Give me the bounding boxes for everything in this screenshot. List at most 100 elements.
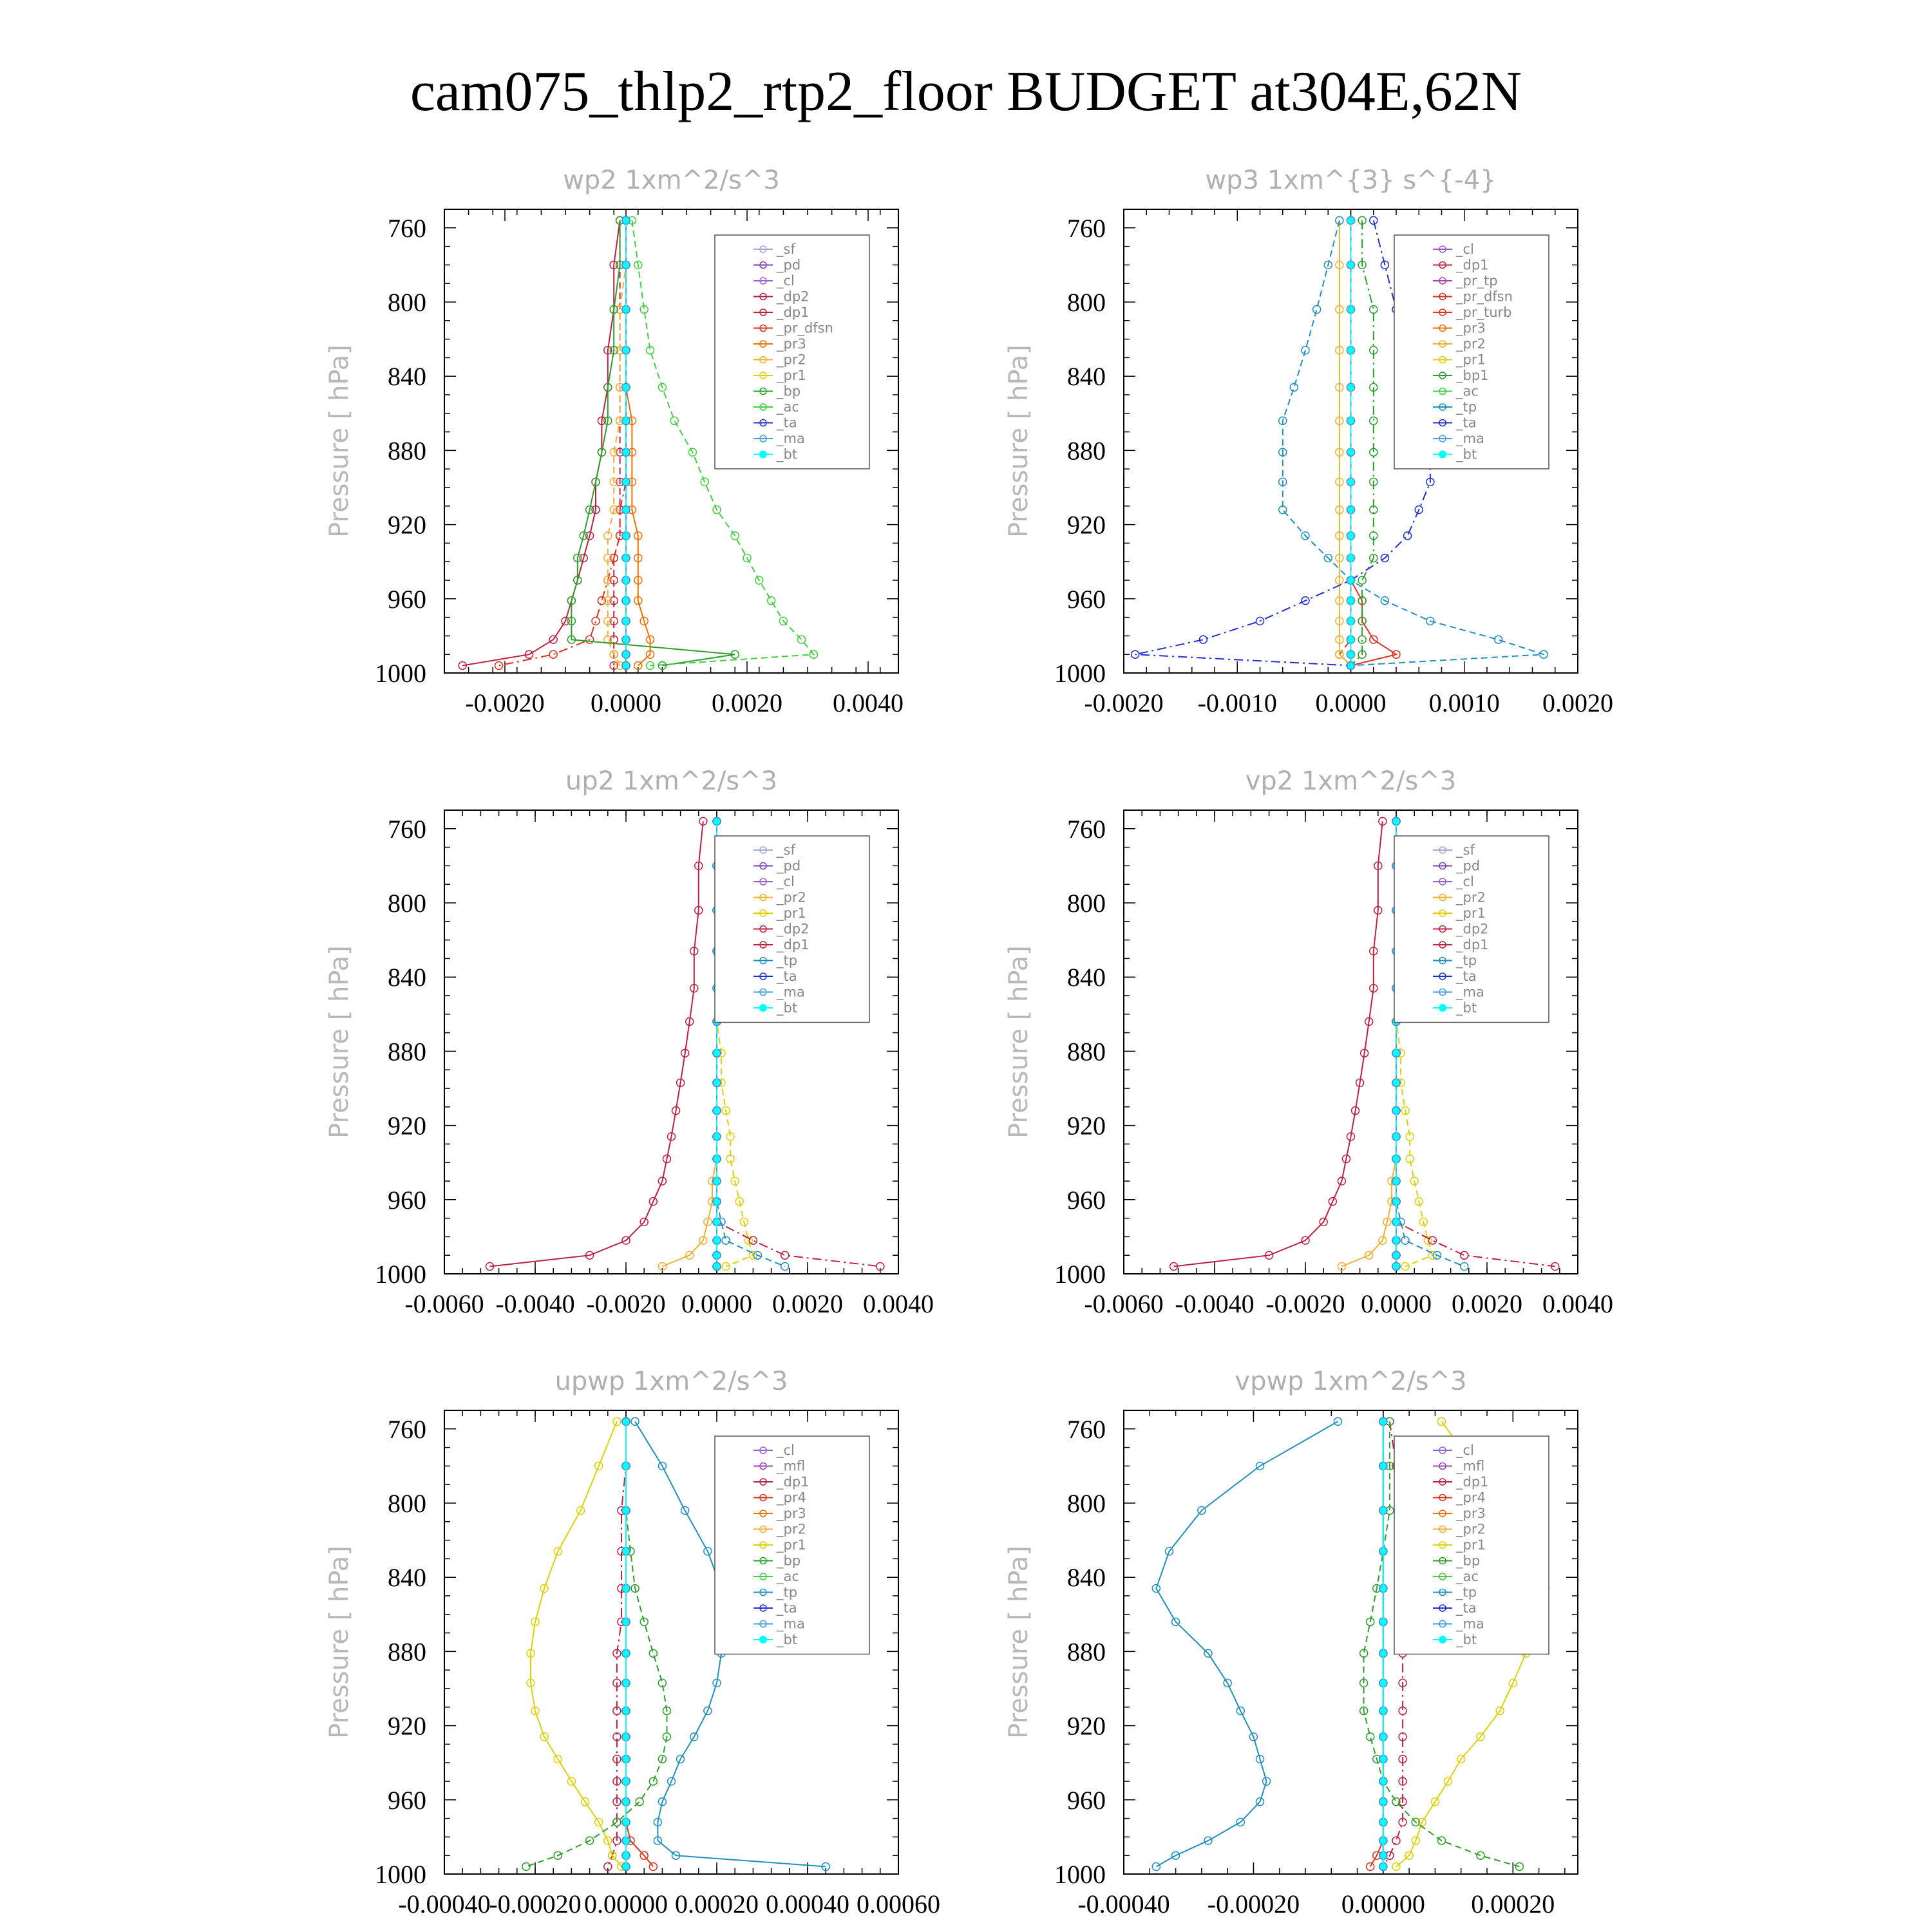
legend-marker xyxy=(1439,308,1446,316)
legend-marker xyxy=(759,1604,767,1612)
data-point xyxy=(540,1732,549,1741)
data-point xyxy=(876,1262,885,1271)
data-point xyxy=(603,576,612,585)
data-point xyxy=(1171,1617,1180,1627)
legend-marker xyxy=(759,1510,767,1517)
data-point xyxy=(662,1732,672,1741)
data-point xyxy=(653,1817,663,1827)
y-axis-label: Pressure [ hPa] xyxy=(1004,945,1034,1139)
data-point xyxy=(635,1797,644,1806)
data-point xyxy=(1460,1262,1469,1271)
data-point xyxy=(639,305,649,314)
legend-marker xyxy=(759,403,767,411)
legend-marker xyxy=(1439,862,1446,870)
data-point xyxy=(1197,1506,1206,1515)
data-point xyxy=(623,1507,629,1514)
data-point xyxy=(1359,1706,1368,1716)
legend-label: _pr3 xyxy=(776,336,806,352)
legend-marker xyxy=(1439,893,1446,902)
legend-marker xyxy=(759,862,767,870)
data-point xyxy=(1369,983,1378,993)
data-point xyxy=(553,1547,562,1556)
data-point xyxy=(522,1862,531,1871)
data-point xyxy=(1379,1733,1387,1740)
figure-title: cam075_thlp2_rtp2_floor BUDGET at304E,62… xyxy=(410,61,1522,123)
data-point xyxy=(612,1817,621,1827)
y-tick-label: 920 xyxy=(1067,1112,1106,1141)
data-point xyxy=(603,616,612,626)
data-point xyxy=(671,1851,681,1860)
legend-label: _pr2 xyxy=(776,352,806,368)
data-point xyxy=(1335,650,1344,659)
data-point xyxy=(594,1461,603,1471)
legend-label: _pr_turb xyxy=(1455,305,1511,321)
data-point xyxy=(612,1678,621,1688)
data-point xyxy=(714,818,720,825)
x-tick-label: -0.0060 xyxy=(1084,1289,1163,1318)
data-point xyxy=(1335,477,1344,487)
data-point xyxy=(634,260,643,270)
data-point xyxy=(1393,1050,1399,1057)
data-point xyxy=(1278,416,1287,426)
data-point xyxy=(1264,1251,1274,1260)
legend-marker xyxy=(759,277,767,285)
data-point xyxy=(1333,1417,1343,1426)
data-point xyxy=(680,1506,690,1515)
data-point xyxy=(1437,1836,1446,1845)
data-point xyxy=(743,553,752,563)
y-tick-label: 960 xyxy=(388,1786,426,1815)
legend-label: _bp xyxy=(776,384,800,400)
data-point xyxy=(1255,1754,1265,1764)
data-point xyxy=(1204,1836,1213,1845)
data-point xyxy=(609,553,618,563)
data-point xyxy=(658,1177,667,1186)
x-tick-label: 0.0020 xyxy=(772,1289,843,1318)
data-point xyxy=(1392,650,1401,659)
data-point xyxy=(658,1262,667,1271)
data-point xyxy=(1426,477,1435,487)
legend-marker xyxy=(1439,450,1446,459)
legend-marker xyxy=(759,1573,767,1580)
data-point xyxy=(1374,861,1383,871)
data-point xyxy=(597,448,607,457)
x-tick-label: 0.0040 xyxy=(833,688,904,717)
data-point xyxy=(1393,1079,1399,1086)
data-point xyxy=(645,635,655,644)
legend-label: _bt xyxy=(1455,1000,1477,1016)
data-point xyxy=(623,1852,629,1859)
legend-label: _pr2 xyxy=(776,1522,806,1538)
data-point xyxy=(609,596,618,605)
data-point xyxy=(649,1649,658,1658)
data-point xyxy=(623,346,629,354)
x-tick-label: -0.0060 xyxy=(404,1289,484,1318)
legend-marker xyxy=(759,419,767,427)
data-point xyxy=(1379,1837,1387,1844)
data-point xyxy=(623,506,629,513)
legend-marker xyxy=(759,988,767,996)
x-tick-label: 0.00000 xyxy=(584,1889,668,1918)
data-point xyxy=(821,1862,830,1871)
data-point xyxy=(623,261,629,269)
legend-marker xyxy=(759,925,767,933)
series-line-dp1 xyxy=(1173,821,1383,1267)
legend-label: _bt xyxy=(776,1632,797,1648)
legend-label: _ac xyxy=(1455,384,1479,400)
data-point xyxy=(1456,1754,1466,1764)
data-point xyxy=(726,1154,735,1164)
data-point xyxy=(1335,383,1344,392)
data-point xyxy=(623,1418,629,1425)
data-point xyxy=(649,1197,658,1206)
legend-box xyxy=(1394,1435,1549,1655)
data-point xyxy=(703,1706,712,1716)
legend-label: _ta xyxy=(776,1600,797,1616)
legend-label: _dp2 xyxy=(1455,922,1489,938)
legend-marker xyxy=(1439,846,1446,854)
data-point xyxy=(585,505,594,515)
data-point xyxy=(603,346,612,355)
data-point xyxy=(712,1262,721,1271)
data-point xyxy=(1335,635,1344,644)
y-tick-label: 840 xyxy=(388,1563,426,1592)
data-point xyxy=(1378,1236,1387,1245)
data-point xyxy=(1335,346,1344,355)
data-point xyxy=(458,661,467,670)
